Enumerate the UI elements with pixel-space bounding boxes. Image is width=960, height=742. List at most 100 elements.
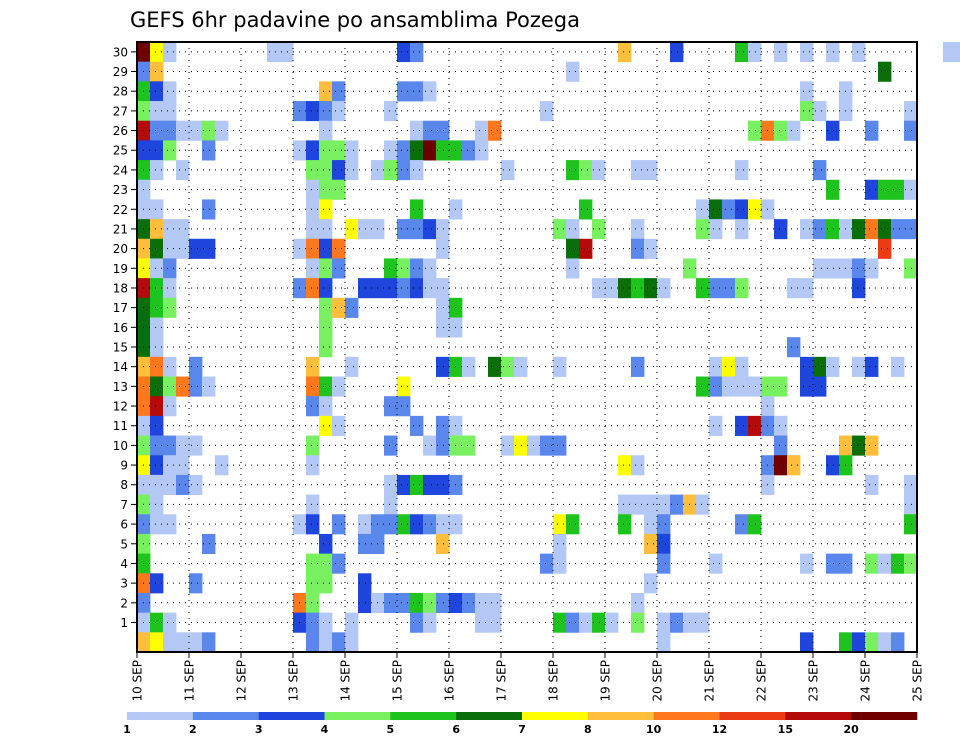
- heatmap-cell: [774, 435, 788, 456]
- heatmap-cell: [579, 612, 593, 633]
- heatmap-cell: [722, 199, 736, 220]
- heatmap-cell: [735, 219, 749, 240]
- heatmap-cell: [306, 199, 320, 220]
- legend-color-swatch: [785, 712, 852, 720]
- heatmap-cell: [436, 356, 450, 377]
- heatmap-cell: [410, 120, 424, 141]
- heatmap-cell: [462, 356, 476, 377]
- heatmap-cell: [150, 356, 164, 377]
- heatmap-cell: [631, 238, 645, 259]
- heatmap-cell: [410, 474, 424, 495]
- heatmap-cell: [579, 160, 593, 181]
- y-tick-label: 11: [113, 419, 128, 433]
- heatmap-cell: [618, 514, 632, 535]
- heatmap-cell: [566, 238, 580, 259]
- heatmap-cell: [163, 81, 177, 102]
- heatmap-cell: [319, 553, 333, 574]
- heatmap-cell: [332, 140, 346, 161]
- heatmap-cell: [852, 278, 866, 299]
- heatmap-cell: [176, 120, 190, 141]
- heatmap-cell: [436, 592, 450, 614]
- heatmap-cell: [644, 573, 658, 594]
- heatmap-cell: [631, 592, 645, 614]
- heatmap-cell: [306, 160, 320, 181]
- heatmap-cell: [306, 376, 320, 397]
- heatmap-cell: [306, 573, 320, 594]
- heatmap-cell: [709, 553, 723, 574]
- heatmap-cell: [397, 474, 411, 495]
- heatmap-cell: [501, 435, 515, 456]
- heatmap-cell: [735, 278, 749, 299]
- heatmap-cell: [553, 553, 567, 574]
- x-tick-label: 16 SEP: [443, 660, 457, 702]
- heatmap-cell: [150, 376, 164, 397]
- heatmap-cell: [384, 474, 398, 495]
- heatmap-cell: [657, 533, 671, 555]
- heatmap-cell: [189, 435, 203, 456]
- heatmap-cell: [202, 120, 216, 141]
- heatmap-cell: [150, 61, 164, 82]
- x-tick-label: 19 SEP: [599, 660, 613, 702]
- heatmap-cell: [397, 140, 411, 161]
- y-tick-label: 16: [113, 321, 128, 335]
- legend-threshold-label: 7: [518, 723, 526, 736]
- heatmap-cell: [462, 592, 476, 614]
- y-tick-label: 17: [113, 301, 128, 315]
- heatmap-cell: [787, 278, 801, 299]
- heatmap-cell: [436, 120, 450, 141]
- heatmap-cell: [709, 199, 723, 220]
- heatmap-cell: [384, 101, 398, 122]
- heatmap-cell: [813, 101, 827, 122]
- heatmap-cell: [319, 376, 333, 397]
- heatmap-cell: [332, 258, 346, 279]
- heatmap-cell: [384, 396, 398, 417]
- heatmap-cell: [319, 278, 333, 299]
- heatmap-cell: [319, 317, 333, 338]
- heatmap-cell: [345, 356, 359, 377]
- heatmap-cell: [878, 219, 892, 240]
- heatmap-cell: [553, 514, 567, 535]
- heatmap-cell: [319, 160, 333, 181]
- heatmap-cell: [358, 592, 372, 614]
- heatmap-cell: [189, 376, 203, 397]
- heatmap-cell: [163, 474, 177, 495]
- chart-title: GEFS 6hr padavine po ansamblima Pozega: [130, 8, 580, 32]
- heatmap-cell: [397, 160, 411, 181]
- y-tick-label: 5: [120, 537, 128, 551]
- x-tick-label: 15 SEP: [391, 660, 405, 702]
- heatmap-cell: [813, 356, 827, 377]
- heatmap-cell: [176, 219, 190, 240]
- heatmap-cell: [865, 120, 879, 141]
- heatmap-cell: [306, 514, 320, 535]
- heatmap-cell: [384, 160, 398, 181]
- y-tick-label: 1: [120, 616, 128, 630]
- heatmap-cell: [384, 140, 398, 161]
- heatmap-cell: [501, 160, 515, 181]
- heatmap-cell: [163, 632, 177, 653]
- heatmap-cell: [358, 514, 372, 535]
- heatmap-cell: [397, 258, 411, 279]
- heatmap-cell: [176, 376, 190, 397]
- y-tick-label: 29: [113, 65, 128, 79]
- y-tick-label: 24: [113, 163, 128, 177]
- heatmap-cell: [800, 356, 814, 377]
- heatmap-cell: [319, 337, 333, 358]
- heatmap-cell: [592, 219, 606, 240]
- heatmap-cell: [436, 297, 450, 318]
- heatmap-cell: [553, 219, 567, 240]
- legend-color-swatch: [587, 712, 654, 720]
- y-tick-label: 23: [113, 183, 128, 197]
- y-tick-label: 12: [113, 400, 128, 414]
- heatmap-cell: [488, 120, 502, 141]
- legend-threshold-label: 12: [712, 723, 727, 736]
- heatmap-cell: [397, 42, 411, 63]
- legend-threshold-label: 5: [387, 723, 395, 736]
- heatmap-cell: [592, 612, 606, 633]
- heatmap-cell: [319, 533, 333, 555]
- heatmap-cell: [553, 612, 567, 633]
- heatmap-cell: [423, 81, 437, 102]
- heatmap-cell: [631, 494, 645, 515]
- heatmap-cell: [319, 415, 333, 436]
- heatmap-cell: [566, 514, 580, 535]
